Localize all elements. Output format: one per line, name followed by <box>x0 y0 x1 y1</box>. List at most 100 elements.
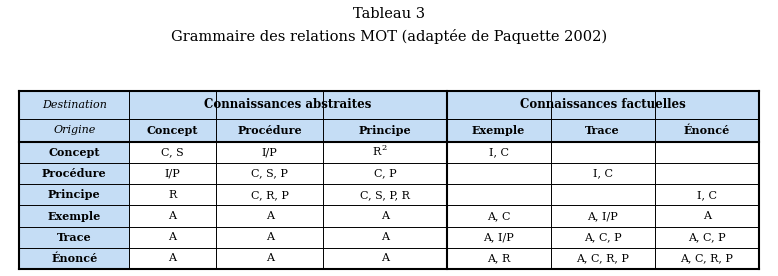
Text: Connaissances abstraites: Connaissances abstraites <box>204 98 372 112</box>
Text: C, S, P, R: C, S, P, R <box>360 190 410 200</box>
Bar <box>323 206 447 227</box>
Text: A: A <box>265 232 274 242</box>
Bar <box>654 227 759 248</box>
Bar <box>323 119 447 142</box>
Text: C, S: C, S <box>161 147 184 158</box>
Bar <box>129 91 447 119</box>
Bar <box>654 206 759 227</box>
Text: A, C, P: A, C, P <box>688 232 725 242</box>
Bar <box>447 91 759 119</box>
Text: Principe: Principe <box>48 189 100 200</box>
Bar <box>216 248 323 269</box>
Bar <box>447 163 551 184</box>
Bar <box>323 163 447 184</box>
Text: A: A <box>265 253 274 264</box>
Text: Procédure: Procédure <box>237 125 302 136</box>
Text: C, S, P: C, S, P <box>251 169 288 179</box>
Bar <box>551 119 654 142</box>
Text: Concept: Concept <box>48 147 100 158</box>
Text: A: A <box>381 232 389 242</box>
Text: I/P: I/P <box>165 169 180 179</box>
Text: A, I/P: A, I/P <box>587 211 618 221</box>
Text: C, R, P: C, R, P <box>251 190 289 200</box>
Text: I, C: I, C <box>489 147 509 158</box>
Text: A: A <box>381 211 389 221</box>
Bar <box>551 142 654 163</box>
Bar <box>323 142 447 163</box>
Bar <box>129 163 216 184</box>
Bar <box>216 142 323 163</box>
Text: A, C, P: A, C, P <box>584 232 622 242</box>
Text: Exemple: Exemple <box>472 125 525 136</box>
Bar <box>654 248 759 269</box>
Bar <box>19 248 129 269</box>
Bar <box>129 184 216 206</box>
Bar <box>216 227 323 248</box>
Bar <box>19 163 129 184</box>
Bar <box>551 248 654 269</box>
Bar <box>447 119 551 142</box>
Bar <box>129 142 216 163</box>
Bar <box>654 119 759 142</box>
Bar <box>654 163 759 184</box>
Bar <box>447 184 551 206</box>
Bar <box>654 142 759 163</box>
Text: A: A <box>169 211 177 221</box>
Text: Énoncé: Énoncé <box>683 125 730 136</box>
Bar <box>129 227 216 248</box>
Text: A, C, R, P: A, C, R, P <box>680 253 733 264</box>
Bar <box>129 248 216 269</box>
Bar <box>216 184 323 206</box>
Bar <box>551 184 654 206</box>
Bar <box>323 184 447 206</box>
Bar <box>19 142 129 163</box>
Text: A: A <box>265 211 274 221</box>
Bar <box>19 227 129 248</box>
Text: Grammaire des relations MOT (adaptée de Paquette 2002): Grammaire des relations MOT (adaptée de … <box>171 29 607 44</box>
Bar <box>551 163 654 184</box>
Text: 2: 2 <box>382 144 387 152</box>
Bar <box>551 227 654 248</box>
Text: A: A <box>703 211 710 221</box>
Bar <box>323 227 447 248</box>
Text: I, C: I, C <box>593 169 612 179</box>
Text: A, R: A, R <box>487 253 510 264</box>
Text: Destination: Destination <box>42 100 107 110</box>
Text: Procédure: Procédure <box>42 168 107 179</box>
Text: R: R <box>168 190 177 200</box>
Bar <box>216 163 323 184</box>
Text: C, P: C, P <box>373 169 396 179</box>
Text: I/P: I/P <box>261 147 278 158</box>
Text: A: A <box>169 232 177 242</box>
Bar <box>654 184 759 206</box>
Bar <box>551 206 654 227</box>
Text: Principe: Principe <box>359 125 412 136</box>
Text: I, C: I, C <box>696 190 717 200</box>
Text: Concept: Concept <box>147 125 198 136</box>
Bar <box>216 206 323 227</box>
Text: R: R <box>373 147 381 158</box>
Bar <box>129 119 216 142</box>
Text: Trace: Trace <box>585 125 620 136</box>
Text: A, I/P: A, I/P <box>483 232 514 242</box>
Text: Connaissances factuelles: Connaissances factuelles <box>520 98 685 112</box>
Text: Origine: Origine <box>53 125 96 135</box>
Text: Exemple: Exemple <box>47 211 101 222</box>
Text: A, C, R, P: A, C, R, P <box>576 253 629 264</box>
Bar <box>323 248 447 269</box>
Text: Énoncé: Énoncé <box>51 253 97 264</box>
Text: A, C: A, C <box>487 211 510 221</box>
Bar <box>447 142 551 163</box>
Bar <box>447 206 551 227</box>
Bar <box>19 184 129 206</box>
Bar <box>19 206 129 227</box>
Bar <box>216 119 323 142</box>
Bar <box>129 206 216 227</box>
Text: Tableau 3: Tableau 3 <box>353 7 425 21</box>
Bar <box>447 227 551 248</box>
Bar <box>19 91 129 142</box>
Text: A: A <box>169 253 177 264</box>
Text: A: A <box>381 253 389 264</box>
Text: Trace: Trace <box>57 232 92 243</box>
Bar <box>447 248 551 269</box>
